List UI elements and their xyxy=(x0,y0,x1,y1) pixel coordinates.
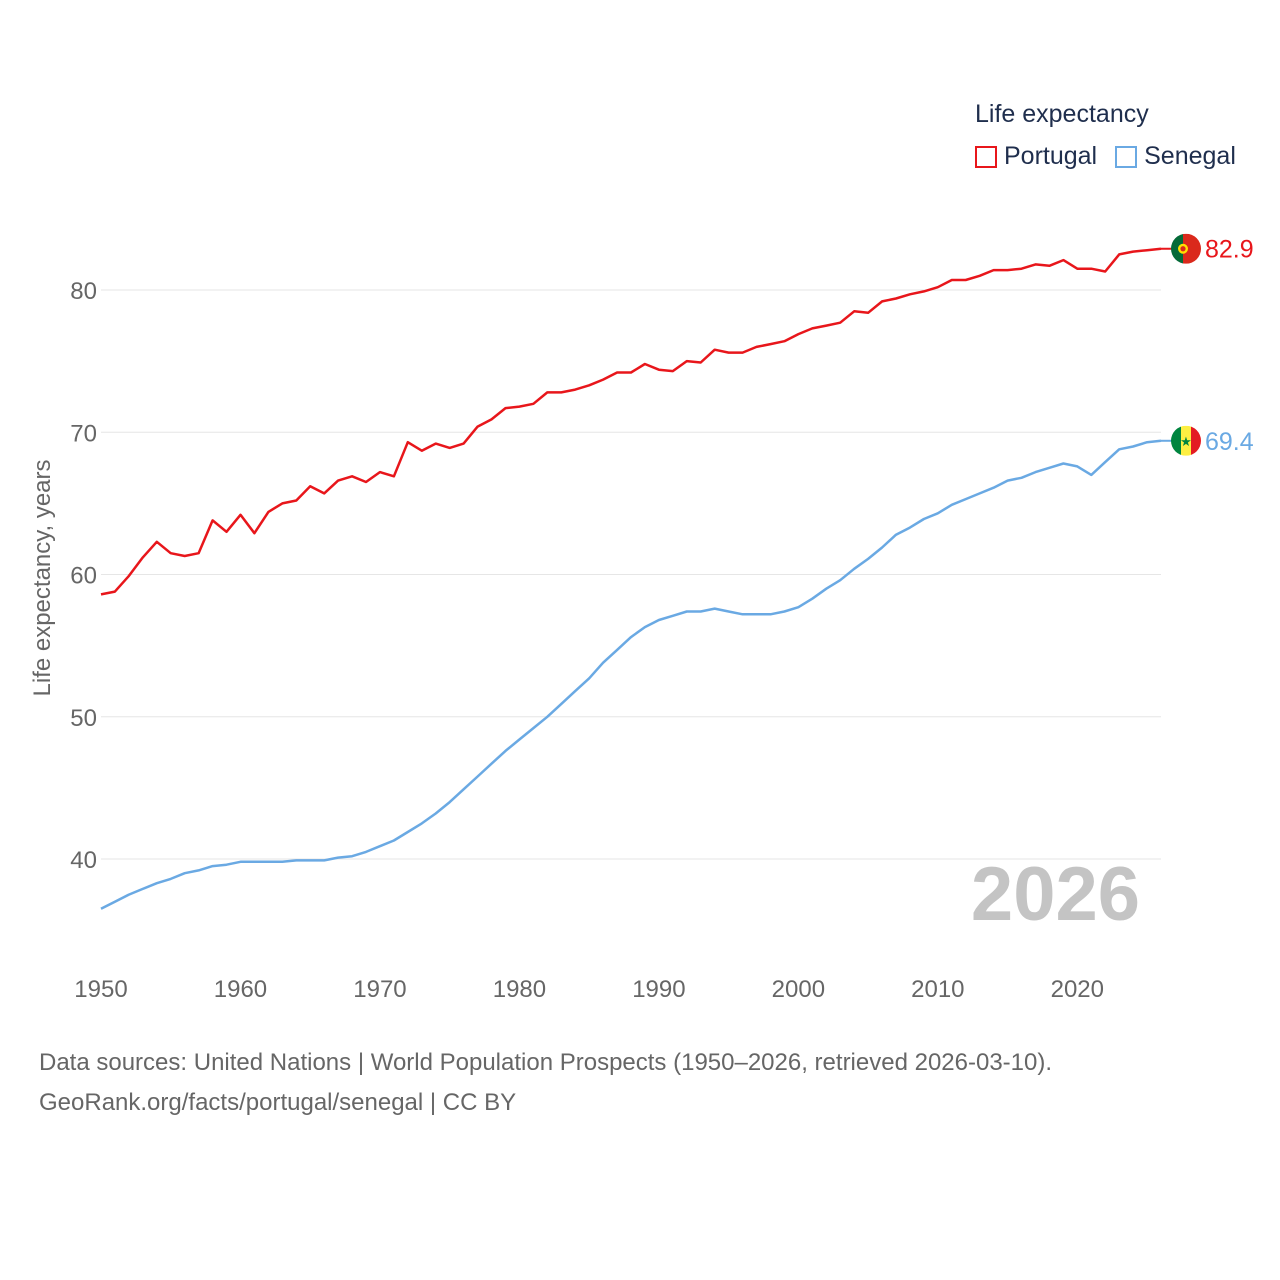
end-value-label-senegal: 69.4 xyxy=(1205,428,1254,456)
y-axis-label: Life expectancy, years xyxy=(29,459,56,696)
year-watermark: 2026 xyxy=(971,852,1140,937)
data-source-line: Data sources: United Nations | World Pop… xyxy=(39,1049,1053,1076)
portugal-flag-icon xyxy=(1171,233,1201,264)
x-tick-label-2000: 2000 xyxy=(772,976,825,1003)
series-line-portugal xyxy=(100,247,1162,596)
y-tick-label-70: 70 xyxy=(70,420,97,447)
series-line-senegal xyxy=(100,439,1162,910)
senegal-flag-icon: ★ xyxy=(1171,425,1201,456)
legend-swatch-portugal xyxy=(975,145,997,168)
legend-title: Life expectancy xyxy=(975,100,1149,128)
y-tick-label-60: 60 xyxy=(70,563,97,590)
y-tick-label-80: 80 xyxy=(70,278,97,305)
y-tick-label-50: 50 xyxy=(70,705,97,732)
x-tick-label-1950: 1950 xyxy=(74,976,127,1003)
legend-label-senegal: Senegal xyxy=(1144,142,1236,170)
legend-item-senegal[interactable]: Senegal xyxy=(1115,142,1236,171)
legend-swatch-senegal xyxy=(1115,145,1138,168)
attribution-line: GeoRank.org/facts/portugal/senegal | CC … xyxy=(39,1089,517,1116)
legend-item-portugal[interactable]: Portugal xyxy=(975,142,1097,171)
y-tick-label-40: 40 xyxy=(70,847,97,874)
legend: Portugal Senegal xyxy=(975,142,1254,171)
svg-text:★: ★ xyxy=(1180,435,1192,450)
x-tick-label-1960: 1960 xyxy=(214,976,267,1003)
x-tick-label-1980: 1980 xyxy=(493,976,546,1003)
legend-label-portugal: Portugal xyxy=(1004,142,1098,170)
x-tick-label-1970: 1970 xyxy=(353,976,406,1003)
x-tick-label-2010: 2010 xyxy=(911,976,964,1003)
x-tick-label-1990: 1990 xyxy=(632,976,685,1003)
data-source-footer: Data sources: United Nations | World Pop… xyxy=(39,1043,1052,1123)
end-value-label-portugal: 82.9 xyxy=(1205,236,1254,264)
x-tick-label-2020: 2020 xyxy=(1051,976,1104,1003)
